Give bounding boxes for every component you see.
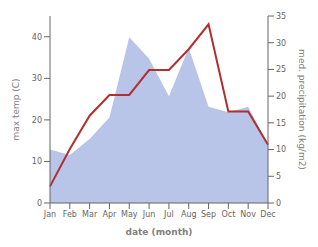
svg-text:Jul: Jul: [163, 210, 174, 219]
svg-text:30: 30: [276, 39, 286, 48]
svg-text:20: 20: [32, 116, 42, 125]
svg-text:0: 0: [37, 199, 42, 208]
svg-text:0: 0: [276, 199, 281, 208]
svg-text:5: 5: [276, 172, 281, 181]
svg-text:Dec: Dec: [260, 210, 275, 219]
svg-text:date (month): date (month): [126, 227, 193, 237]
svg-text:10: 10: [276, 145, 286, 154]
svg-text:Sep: Sep: [201, 210, 216, 219]
svg-text:15: 15: [276, 119, 286, 128]
svg-text:Apr: Apr: [103, 210, 118, 219]
svg-text:Jun: Jun: [142, 210, 156, 219]
svg-text:Oct: Oct: [221, 210, 235, 219]
svg-text:med. precipitation (kg/m2): med. precipitation (kg/m2): [297, 49, 307, 170]
svg-text:35: 35: [276, 12, 286, 21]
svg-text:25: 25: [276, 65, 286, 74]
svg-text:Aug: Aug: [181, 210, 197, 219]
svg-text:10: 10: [32, 157, 42, 166]
svg-text:max temp (C): max temp (C): [11, 78, 21, 140]
svg-text:30: 30: [32, 74, 42, 83]
svg-text:Nov: Nov: [240, 210, 256, 219]
svg-text:May: May: [121, 210, 138, 219]
svg-text:40: 40: [32, 33, 42, 42]
svg-text:20: 20: [276, 92, 286, 101]
svg-text:Jan: Jan: [43, 210, 56, 219]
svg-text:Feb: Feb: [63, 210, 77, 219]
svg-text:Mar: Mar: [82, 210, 98, 219]
